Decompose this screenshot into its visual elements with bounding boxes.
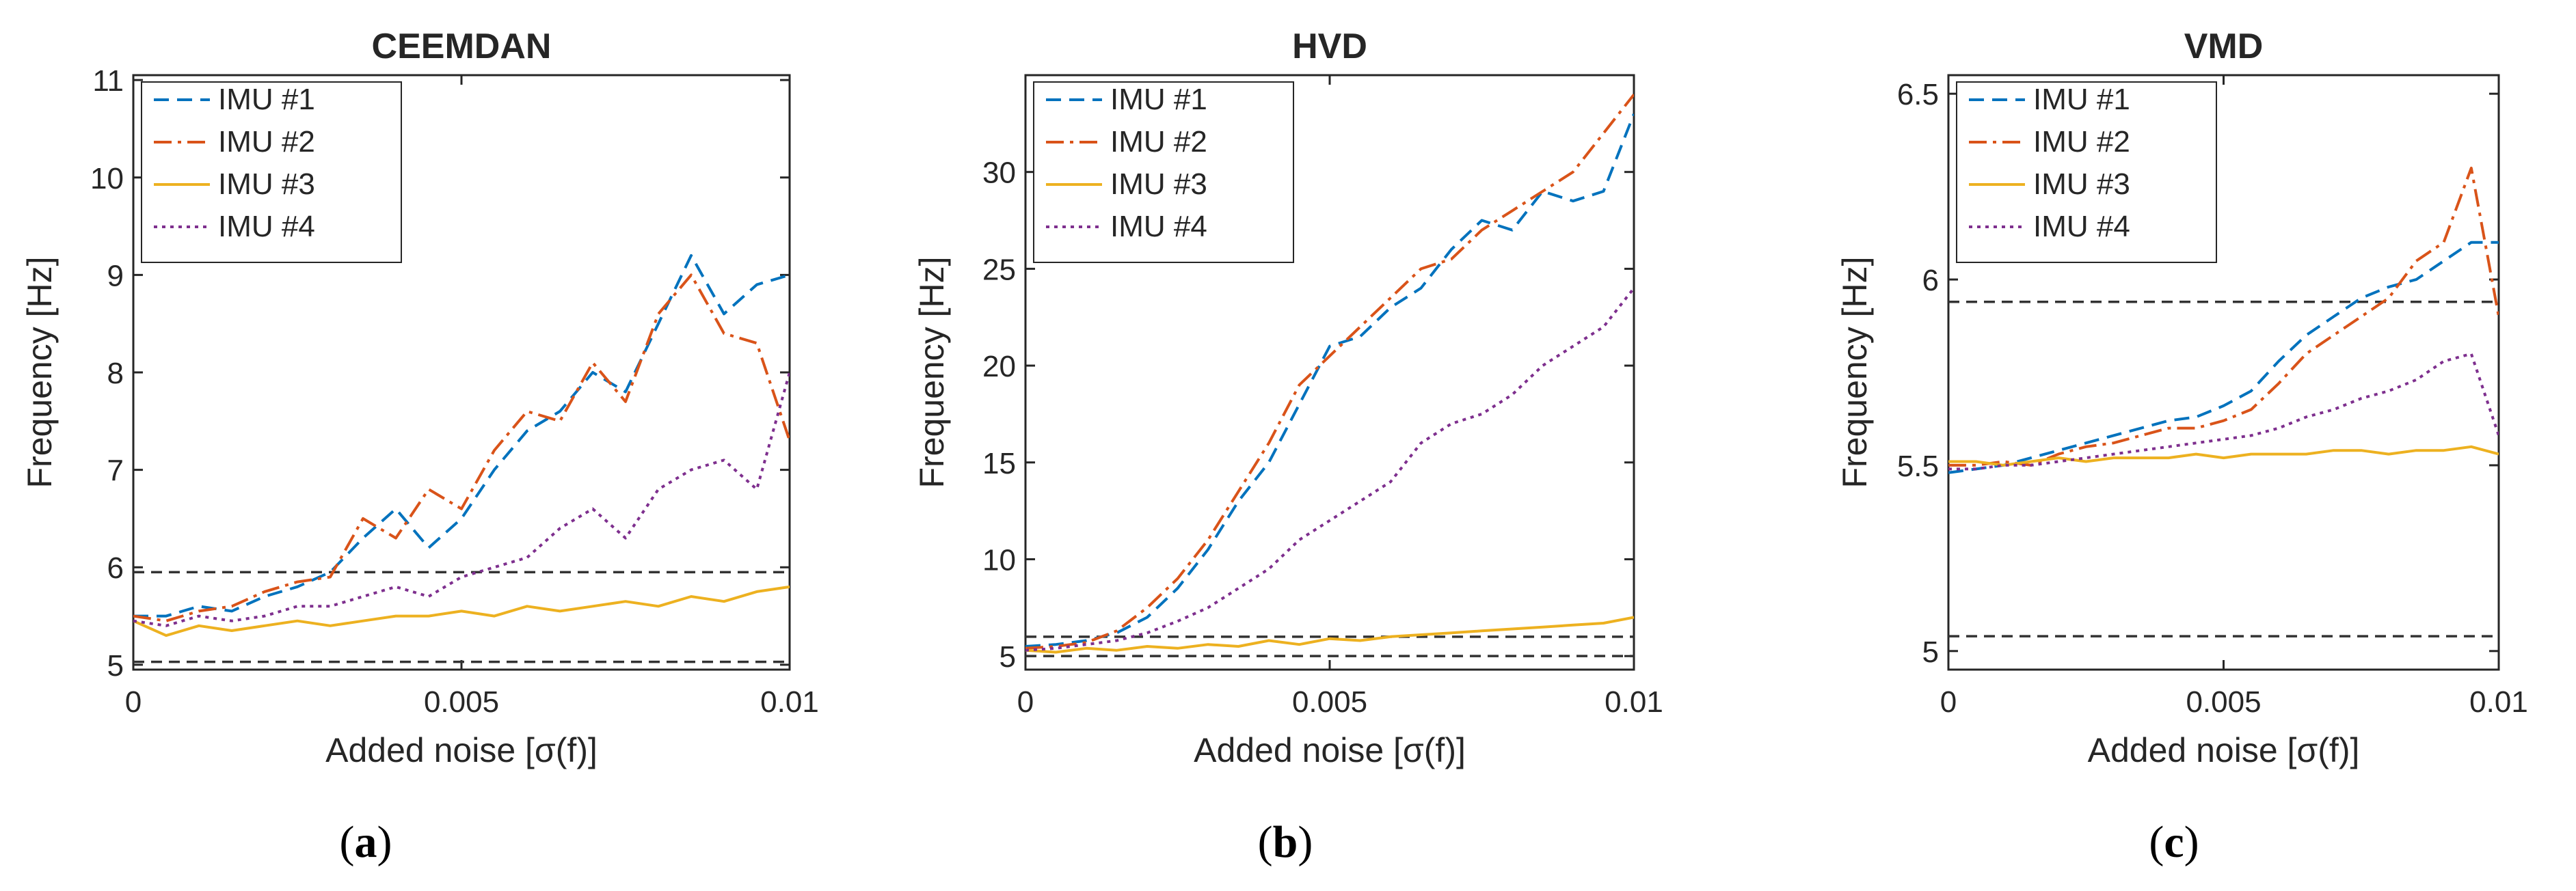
legend-label: IMU #4 (218, 210, 315, 243)
legend: IMU #1 IMU #2 IMU #3 IMU #4 (1956, 81, 2217, 263)
chart-panel-1: CEEMDAN 0 0.005 0.01 5 6 7 8 9 10 11 Added noise [σ… (21, 27, 819, 769)
series-line-3 (1025, 616, 1634, 654)
series-line-3 (1948, 445, 2499, 467)
x-axis-label: Added noise [σ(f)] (325, 731, 598, 769)
x-tick-label: 0.005 (424, 685, 499, 719)
plot-data (1948, 166, 2499, 638)
legend-label: IMU #2 (1110, 125, 1207, 159)
y-tick-label: 15 (982, 447, 1016, 480)
chart-title: HVD (1292, 27, 1367, 66)
legend-label: IMU #3 (1110, 167, 1207, 201)
legend-label: IMU #4 (1110, 210, 1207, 243)
x-axis-label: Added noise [σ(f)] (2088, 731, 2360, 769)
legend-label: IMU #2 (218, 125, 315, 159)
caption-b: (b) (1257, 817, 1313, 867)
y-tick-label: 6.5 (1897, 78, 1939, 111)
y-tick-label: 7 (107, 454, 124, 488)
y-tick-label: 6 (1922, 264, 1939, 297)
series-line-1 (133, 253, 790, 618)
x-tick-label: 0.01 (1605, 685, 1663, 719)
y-tick-label: 8 (107, 357, 124, 390)
chart-title: CEEMDAN (372, 27, 552, 66)
x-tick-label: 0.005 (1292, 685, 1367, 719)
y-tick-label: 5 (1922, 635, 1939, 669)
series-line-4 (133, 372, 790, 627)
legend-box (1033, 81, 1294, 263)
y-axis-label: Frequency [Hz] (21, 256, 59, 488)
legend-label: IMU #1 (2033, 83, 2130, 116)
legend-label: IMU #2 (2033, 125, 2130, 159)
y-tick-label: 30 (982, 156, 1016, 190)
y-tick-label: 25 (982, 253, 1016, 286)
y-tick-label: 11 (92, 64, 124, 98)
y-tick-label: 10 (90, 162, 124, 195)
caption-c: (c) (2149, 817, 2199, 867)
legend-label: IMU #3 (218, 167, 315, 201)
legend-label: IMU #1 (218, 83, 315, 116)
y-tick-label: 5 (107, 649, 124, 683)
y-tick-label: 20 (982, 350, 1016, 383)
series-line-4 (1948, 352, 2499, 471)
y-tick-label: 5.5 (1897, 450, 1939, 483)
x-axis-label: Added noise [σ(f)] (1194, 731, 1466, 769)
chart-panel-2: HVD 0 0.005 0.01 5 10 15 20 25 30 Added noise [σ(f… (913, 27, 1663, 769)
series-line-1 (1948, 241, 2499, 474)
y-tick-label: 10 (982, 543, 1016, 577)
chart-panel-3: VMD 0 0.005 0.01 5 5.5 6 6.5 Added noise [σ(f)] F… (1836, 27, 2528, 769)
chart-title: VMD (2184, 27, 2264, 66)
y-axis-label: Frequency [Hz] (913, 256, 951, 488)
y-tick-label: 9 (107, 259, 124, 292)
legend-label: IMU #1 (1110, 83, 1207, 116)
legend: IMU #1 IMU #2 IMU #3 IMU #4 (1033, 81, 1294, 263)
legend-box (141, 81, 402, 263)
series-line-1 (1025, 113, 1634, 648)
series-line-2 (133, 273, 790, 622)
x-tick-label: 0 (1940, 685, 1957, 719)
x-tick-label: 0 (125, 685, 142, 719)
plot-data (133, 253, 790, 663)
x-tick-label: 0.01 (2469, 685, 2528, 719)
x-tick-label: 0 (1017, 685, 1034, 719)
legend-label: IMU #4 (2033, 210, 2130, 243)
legend: IMU #1 IMU #2 IMU #3 IMU #4 (141, 81, 402, 263)
x-tick-label: 0.01 (760, 685, 819, 719)
plot-data (1025, 94, 1634, 657)
legend-label: IMU #3 (2033, 167, 2130, 201)
series-line-2 (1025, 94, 1634, 650)
series-line-4 (1025, 287, 1634, 652)
series-line-3 (133, 585, 790, 638)
y-tick-label: 6 (107, 551, 124, 585)
x-tick-label: 0.005 (2186, 685, 2261, 719)
y-tick-label: 5 (999, 640, 1016, 674)
caption-a: (a) (339, 817, 392, 867)
legend-box (1956, 81, 2217, 263)
y-axis-label: Frequency [Hz] (1836, 256, 1874, 488)
